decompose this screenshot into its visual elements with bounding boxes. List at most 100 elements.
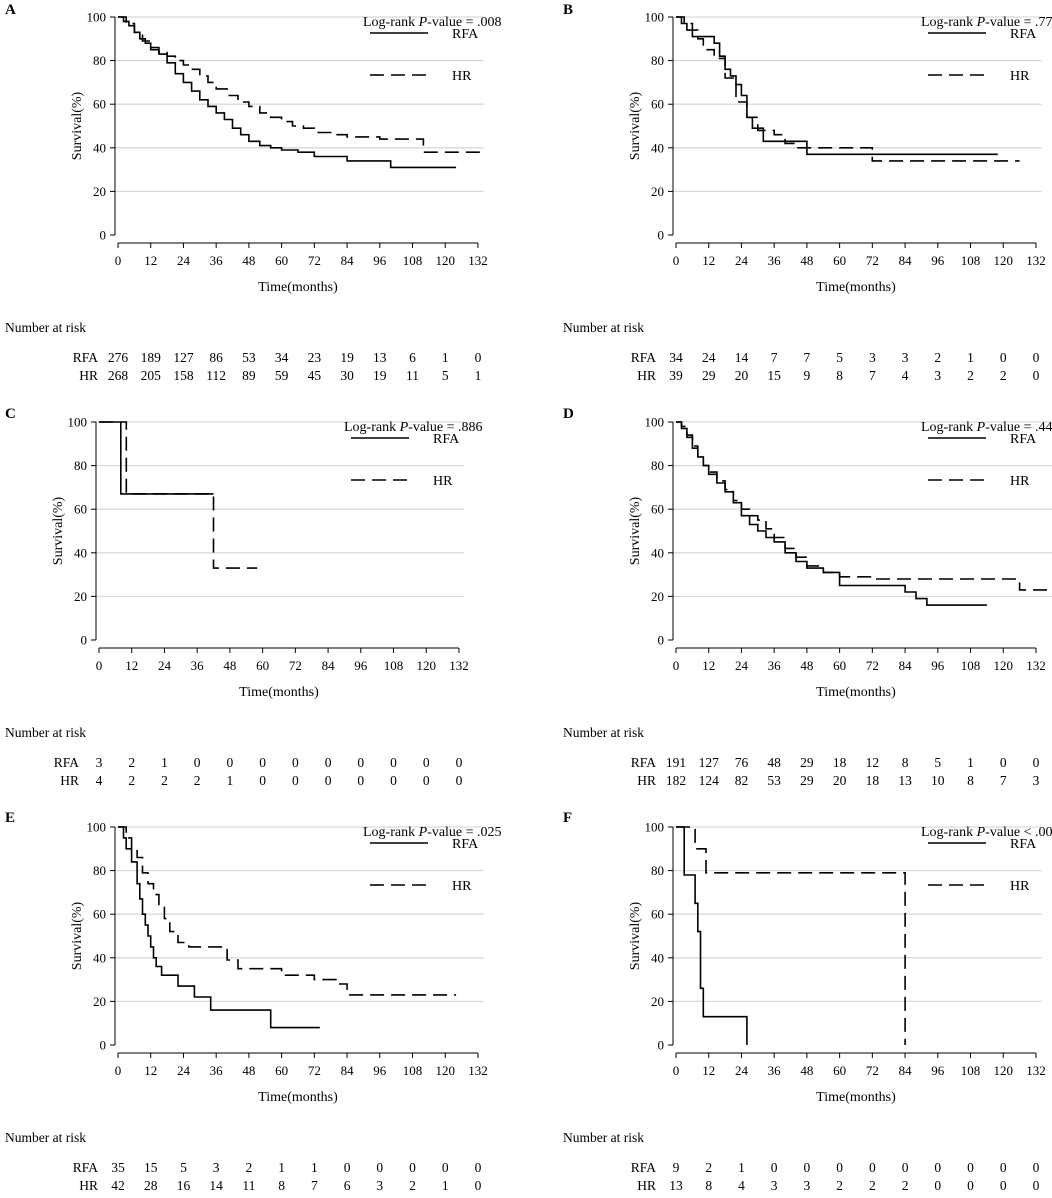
annotation-prefix: Log-rank [921,825,977,840]
risk-value: 0 [357,773,364,788]
risk-value: 4 [738,1178,745,1193]
x-tick-label: 132 [1026,253,1046,268]
risk-value: 0 [967,1178,974,1193]
annotation-prefix: Log-rank [921,420,977,435]
risk-value: 28 [144,1178,158,1193]
risk-row-label: HR [60,773,79,788]
y-tick-label: 20 [93,184,106,199]
risk-row-label: HR [79,1178,98,1193]
risk-value: 11 [242,1178,255,1193]
risk-value: 35 [111,1160,125,1175]
risk-value: 0 [934,1178,941,1193]
risk-row-label: RFA [54,755,80,770]
x-tick-label: 120 [993,253,1013,268]
x-tick-label: 12 [702,658,715,673]
legend-label-hr: HR [1010,879,1030,894]
x-tick-label: 108 [384,658,404,673]
risk-row-label: HR [637,1178,656,1193]
y-tick-label: 20 [651,589,664,604]
x-tick-label: 120 [435,1063,455,1078]
risk-value: 1 [967,755,974,770]
annotation-p: P [399,420,409,435]
x-tick-label: 0 [96,658,103,673]
x-tick-label: 120 [416,658,436,673]
risk-value: 29 [800,755,814,770]
x-tick-label: 12 [144,253,157,268]
risk-value: 8 [902,755,909,770]
risk-table-title: Number at risk [5,1130,86,1145]
risk-value: 0 [804,1160,811,1175]
annotation-p: P [418,15,428,30]
x-tick-label: 24 [177,253,191,268]
x-tick-label: 0 [115,253,122,268]
x-tick-label: 108 [961,658,981,673]
legend-label-hr: HR [433,474,453,489]
risk-value: 0 [1033,350,1040,365]
risk-value: 18 [833,755,847,770]
annotation-p: P [976,420,986,435]
x-tick-label: 48 [242,253,255,268]
risk-value: 0 [292,773,299,788]
risk-value: 5 [442,368,449,383]
y-tick-label: 100 [645,415,665,430]
x-tick-label: 48 [800,1063,813,1078]
x-tick-label: 72 [866,1063,879,1078]
y-tick-label: 80 [93,863,106,878]
risk-value: 124 [699,773,720,788]
risk-value: 0 [325,773,332,788]
risk-value: 7 [1000,773,1007,788]
annotation-prefix: Log-rank [344,420,400,435]
y-axis-title: Survival(%) [70,91,85,160]
y-tick-label: 0 [100,1038,107,1053]
y-tick-label: 80 [651,863,664,878]
risk-row-label: RFA [73,350,99,365]
risk-value: 14 [735,350,749,365]
risk-value: 0 [456,755,463,770]
risk-value: 3 [771,1178,778,1193]
y-tick-label: 40 [651,545,664,560]
y-tick-label: 0 [100,228,107,243]
x-tick-label: 0 [673,1063,680,1078]
y-tick-label: 100 [87,10,107,25]
risk-value: 0 [423,773,430,788]
risk-value: 2 [246,1160,253,1175]
risk-value: 2 [836,1178,843,1193]
x-axis-title: Time(months) [816,1090,896,1105]
risk-value: 2 [869,1178,876,1193]
risk-value: 7 [771,350,778,365]
survival-curve-hr [676,16,1020,162]
y-tick-label: 60 [651,907,664,922]
annotation-prefix: Log-rank [363,15,419,30]
panel-letter: C [5,406,16,422]
x-tick-label: 96 [931,1063,945,1078]
risk-value: 0 [292,755,299,770]
y-tick-label: 40 [74,545,87,560]
x-tick-label: 120 [993,658,1013,673]
x-tick-label: 60 [833,658,846,673]
risk-value: 0 [376,1160,383,1175]
risk-value: 0 [902,1160,909,1175]
x-tick-label: 0 [673,253,680,268]
risk-value: 182 [666,773,686,788]
risk-value: 0 [344,1160,351,1175]
risk-value: 14 [209,1178,223,1193]
risk-value: 2 [128,755,135,770]
y-tick-label: 40 [651,140,664,155]
x-tick-label: 0 [673,658,680,673]
risk-value: 0 [475,1178,482,1193]
x-tick-label: 132 [468,1063,488,1078]
panel-letter: F [563,810,572,826]
risk-value: 1 [278,1160,285,1175]
y-axis-title: Survival(%) [628,901,643,970]
risk-value: 48 [767,755,781,770]
risk-value: 30 [340,368,354,383]
x-tick-label: 132 [449,658,469,673]
x-tick-label: 72 [308,1063,321,1078]
risk-value: 82 [735,773,749,788]
annotation-suffix: -value = .886 [408,420,482,435]
